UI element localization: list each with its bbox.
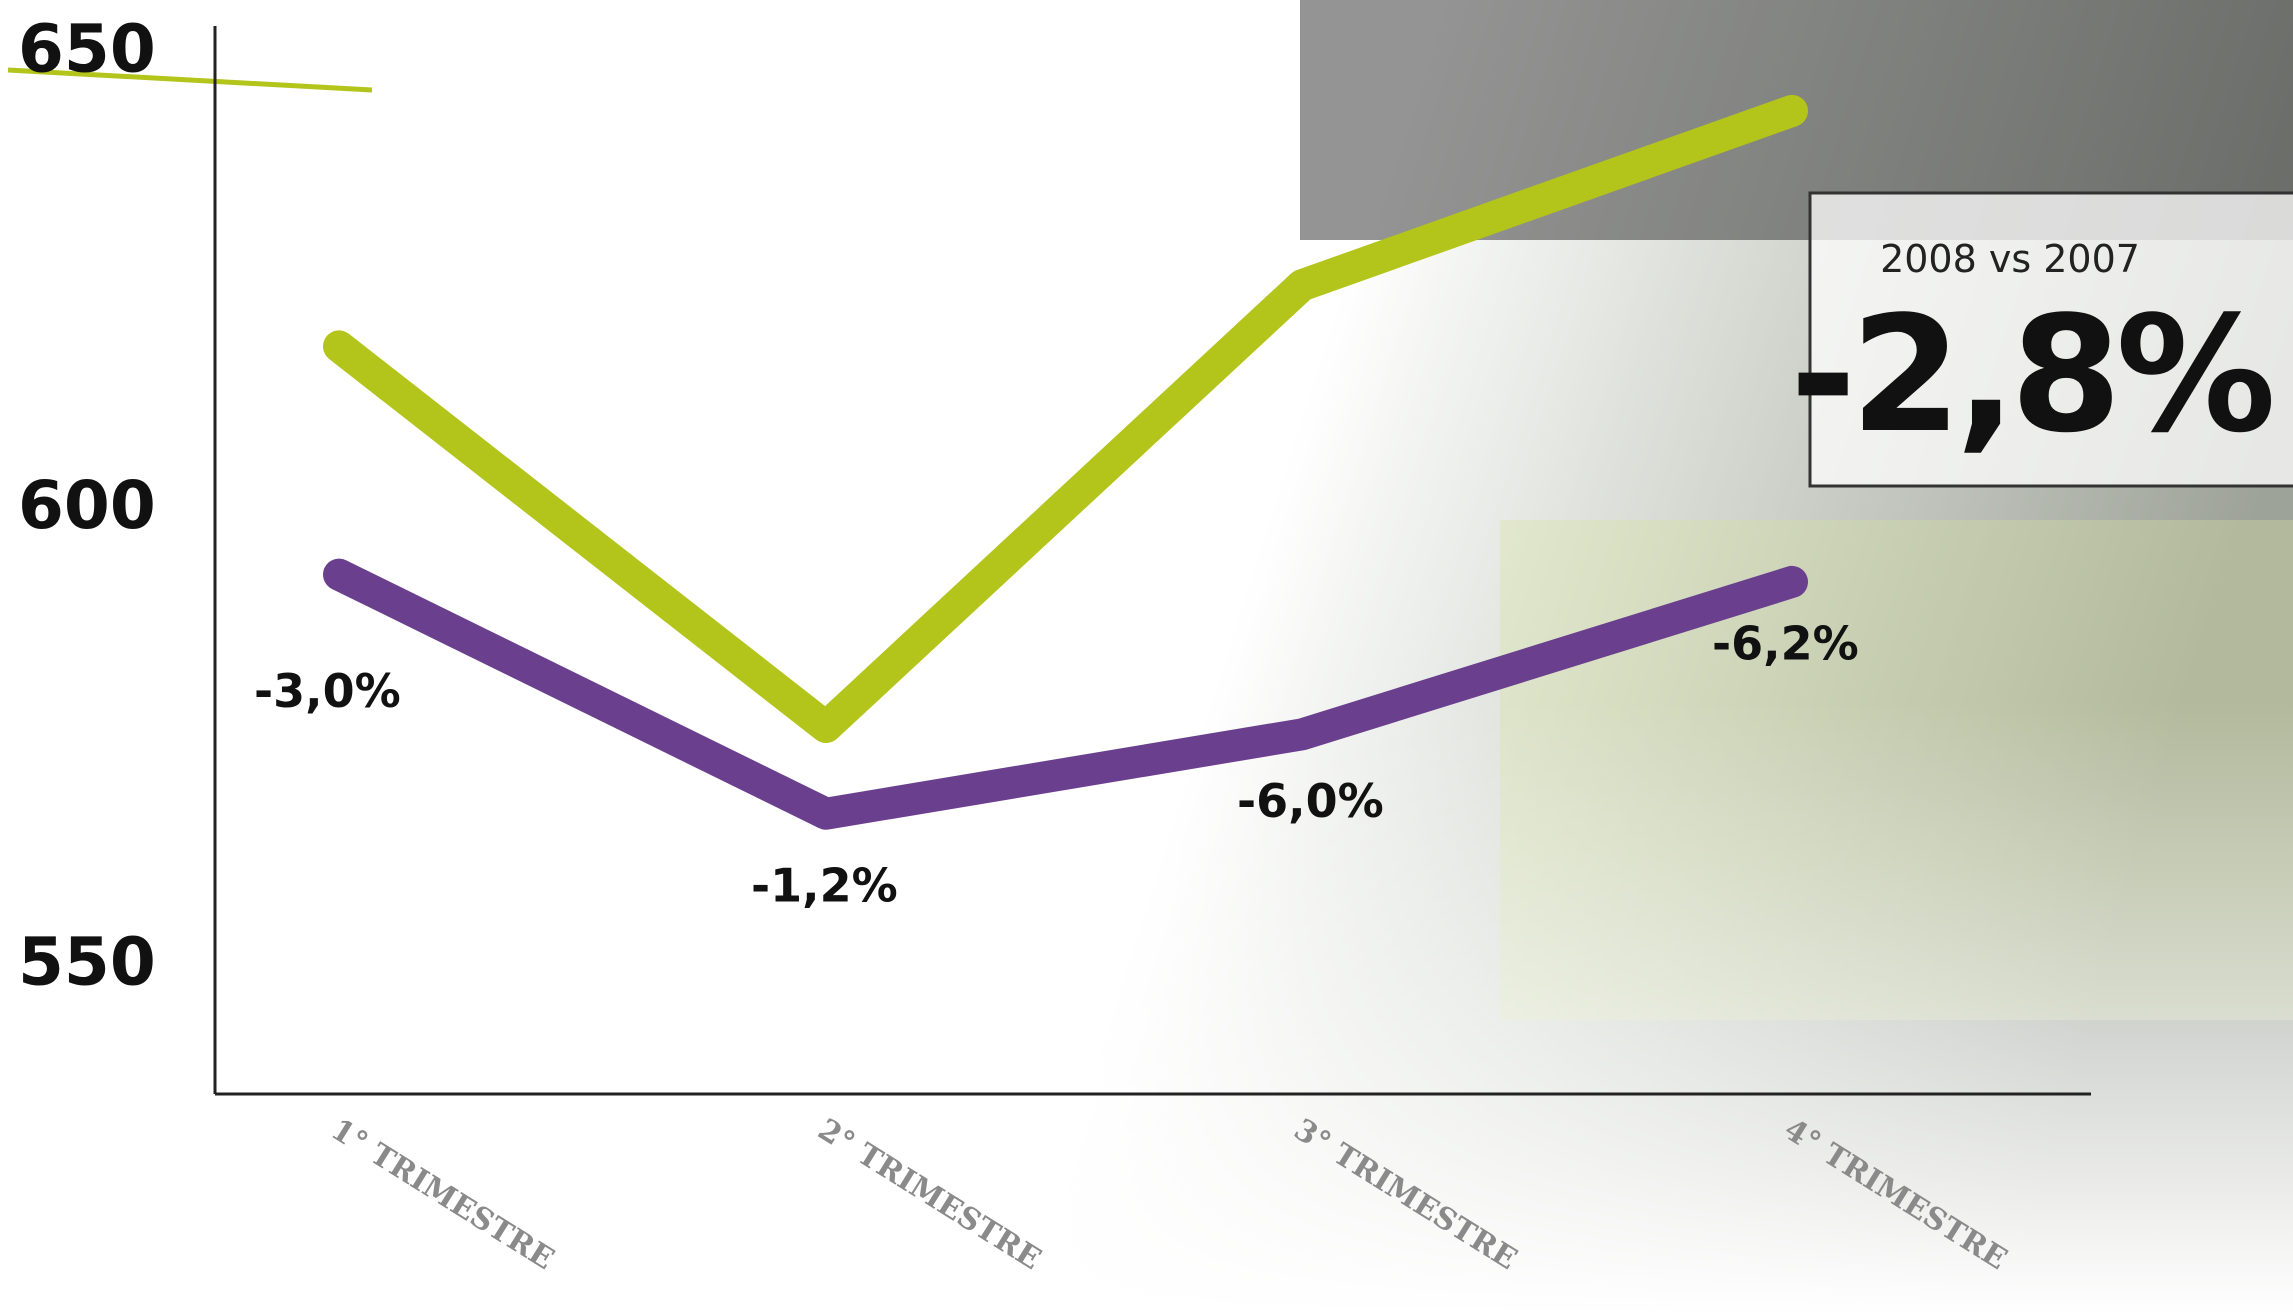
annotation: -1,2%: [751, 858, 898, 912]
series-line: [323, 558, 1808, 830]
callout-subtitle: 2008 vs 2007: [1880, 237, 2140, 281]
annotation: -3,0%: [254, 664, 401, 718]
callout-box: [1808, 191, 2293, 488]
y-tick-label: 650: [18, 10, 156, 87]
photo-fade: [900, 700, 2293, 1315]
series-line: [323, 94, 1808, 744]
y-tick-label: 600: [18, 467, 156, 544]
annotation: -6,2%: [1712, 616, 1859, 670]
callout-value: -2,8%: [1790, 281, 2272, 468]
annotation: -6,0%: [1237, 774, 1384, 828]
decoration: [7, 67, 373, 93]
y-tick-label: 550: [18, 923, 156, 1000]
x-tick-label: 1° TRIMESTRE: [325, 1112, 560, 1277]
